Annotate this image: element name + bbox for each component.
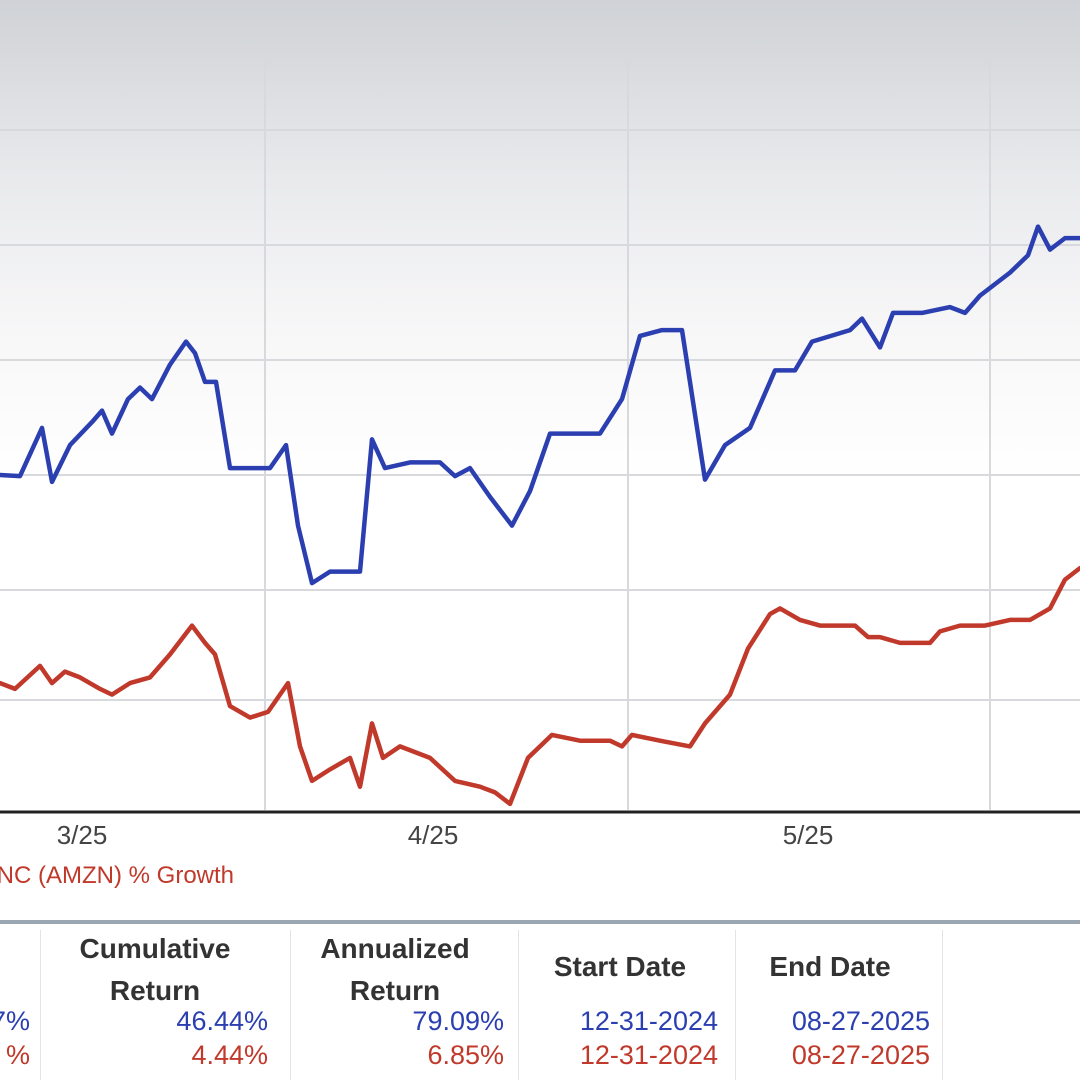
end-date-value: 08-27-2025 — [791, 1006, 930, 1036]
cumulative-return-value: 4.44% — [191, 1040, 268, 1070]
header-start-date: Start Date — [553, 951, 687, 982]
header-annualized-return: Annualized Return — [320, 933, 470, 1006]
table-column-separator — [290, 930, 291, 1080]
chart-grid — [0, 60, 1080, 810]
series-line-blue — [0, 224, 1080, 586]
series-layer — [0, 224, 1080, 807]
start-date-value: 12-31-2024 — [579, 1006, 718, 1036]
header-end-date: End Date — [769, 951, 891, 982]
x-tick-label: 3/25 — [56, 820, 108, 850]
start-date-value: 12-31-2024 — [579, 1040, 718, 1070]
annualized-return-value: 6.85% — [427, 1040, 504, 1070]
table-column-separator — [735, 930, 736, 1080]
legend-entry: INC (AMZN) % Growth — [0, 862, 235, 889]
table-column-separator — [40, 930, 41, 1080]
row-lead-value: % — [5, 1040, 30, 1070]
series-line-red — [0, 565, 1080, 807]
x-tick-label: 4/25 — [407, 820, 459, 850]
annualized-return-value: 79.09% — [412, 1006, 504, 1036]
end-date-value: 08-27-2025 — [791, 1040, 930, 1070]
header-cumulative-return: Cumulative Return — [79, 933, 231, 1006]
table-column-separator — [518, 930, 519, 1080]
table-divider — [0, 920, 1080, 924]
growth-line-chart — [0, 60, 1080, 814]
plot-background — [0, 0, 1080, 810]
table-column-separator — [942, 930, 943, 1080]
cumulative-return-value: 46.44% — [176, 1006, 268, 1036]
x-tick-label: 5/25 — [782, 820, 834, 850]
row-lead-value: 7% — [0, 1006, 30, 1036]
